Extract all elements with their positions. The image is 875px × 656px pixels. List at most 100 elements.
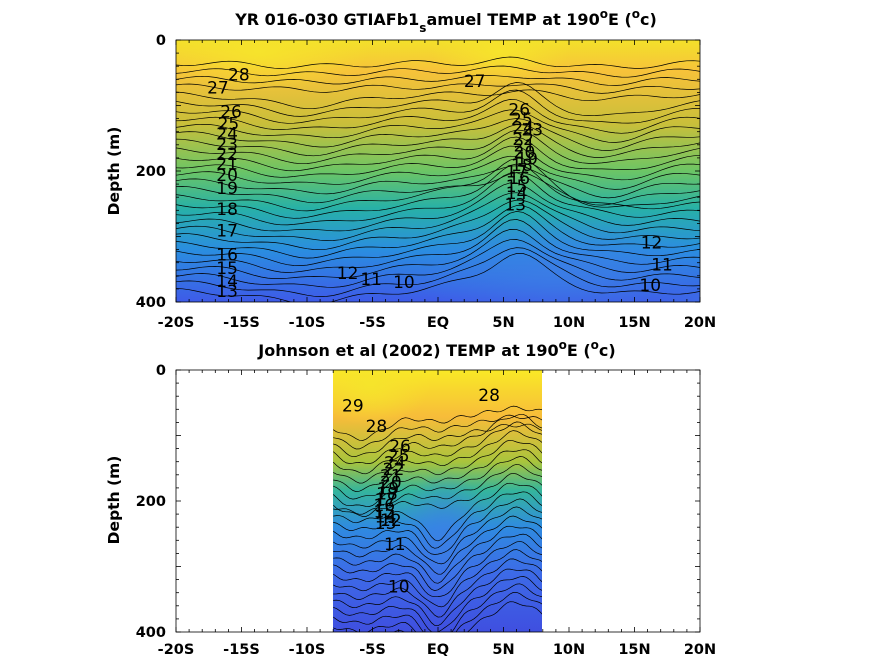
contour-line bbox=[176, 165, 700, 199]
contour-line bbox=[176, 155, 700, 190]
contour-label: 11 bbox=[384, 535, 406, 555]
contour-line bbox=[333, 525, 542, 584]
contour-label: 13 bbox=[504, 195, 526, 215]
x-tick-label: -20S bbox=[158, 642, 195, 656]
contour-label: 24 bbox=[384, 453, 406, 473]
contour-label: 11 bbox=[651, 256, 673, 276]
contour-line bbox=[176, 199, 700, 251]
x-tick-label: -5S bbox=[359, 315, 386, 331]
contour-lines bbox=[333, 405, 542, 632]
contour-label: 16 bbox=[216, 246, 238, 266]
contour-line bbox=[333, 558, 542, 618]
contour-label: 22 bbox=[383, 460, 405, 480]
contour-line bbox=[333, 414, 542, 450]
contour-line bbox=[176, 239, 700, 288]
warm-pool bbox=[333, 370, 430, 425]
contour-label: 22 bbox=[216, 145, 238, 165]
contour-label: 17 bbox=[216, 222, 238, 242]
contour-line bbox=[176, 157, 700, 212]
x-tick-label: 15N bbox=[618, 642, 650, 656]
contour-line bbox=[176, 109, 700, 143]
x-tick-label: -15S bbox=[223, 315, 260, 331]
contour-line bbox=[176, 118, 700, 151]
contour-label: 21 bbox=[514, 136, 536, 156]
contour-label: 12 bbox=[641, 233, 663, 253]
contour-label: 13 bbox=[216, 282, 238, 302]
contour-label: 16 bbox=[508, 169, 530, 189]
contour-label: 21 bbox=[380, 466, 402, 486]
contour-label: 18 bbox=[376, 485, 398, 505]
contour-label: 15 bbox=[506, 177, 528, 197]
contour-line bbox=[333, 515, 542, 575]
contour-line bbox=[333, 549, 542, 608]
contour-line bbox=[333, 568, 542, 627]
warm-pool bbox=[430, 40, 570, 86]
contour-line bbox=[176, 56, 700, 69]
x-tick-label: -20S bbox=[158, 315, 195, 331]
contour-label: 24 bbox=[216, 125, 238, 145]
contour-line bbox=[176, 182, 700, 232]
contour-label: 17 bbox=[506, 163, 528, 183]
contour-label: 29 bbox=[342, 396, 364, 416]
contour-label: 28 bbox=[478, 386, 500, 406]
contour-line bbox=[333, 540, 542, 598]
contour-label: 20 bbox=[514, 143, 536, 163]
contour-label: 21 bbox=[216, 155, 238, 175]
y-axis-label: Depth (m) bbox=[105, 127, 123, 216]
x-tick-label: 15N bbox=[618, 315, 650, 331]
thermocline-dome bbox=[648, 281, 700, 302]
panel-top: YR 016-030 GTIAFb1samuel TEMP at 190oE (… bbox=[105, 7, 716, 331]
contour-label: 23 bbox=[216, 135, 238, 155]
contour-label: 19 bbox=[216, 179, 238, 199]
contour-label: 10 bbox=[388, 578, 410, 598]
contour-line bbox=[333, 439, 542, 492]
contour-line bbox=[176, 163, 700, 219]
contour-line bbox=[333, 413, 542, 464]
y-tick-label: 200 bbox=[136, 494, 166, 510]
contour-label: 24 bbox=[512, 119, 534, 139]
x-tick-label: EQ bbox=[427, 642, 449, 656]
x-tick-label: 10N bbox=[553, 315, 585, 331]
contour-label: 15 bbox=[216, 259, 238, 279]
contour-label: 10 bbox=[393, 273, 415, 293]
contour-line bbox=[333, 498, 542, 555]
contour-label: 25 bbox=[511, 110, 533, 130]
contour-label: 17 bbox=[375, 491, 397, 511]
contour-line bbox=[176, 145, 700, 181]
contour-line bbox=[333, 583, 542, 632]
contour-line bbox=[333, 421, 542, 475]
contour-label: 26 bbox=[389, 437, 411, 457]
contour-line bbox=[333, 423, 542, 458]
x-tick-label: 20N bbox=[684, 315, 716, 331]
axis-ticks: -20S -15S -10S -5S EQ 5N 10N 15N 20N 0 200 400 bbox=[136, 363, 716, 656]
x-tick-label: 5N bbox=[492, 642, 514, 656]
contour-line bbox=[333, 506, 542, 565]
x-tick-label: -10S bbox=[289, 315, 326, 331]
contour-line bbox=[176, 136, 700, 172]
axis-ticks: -20S -15S -10S -5S EQ 5N 10N 15N 20N 0 200 400 bbox=[136, 33, 716, 331]
x-tick-label: -10S bbox=[289, 642, 326, 656]
y-tick-label: 0 bbox=[156, 33, 166, 49]
contour-label: 18 bbox=[511, 156, 533, 176]
contour-label: 25 bbox=[218, 115, 240, 135]
contour-label: 11 bbox=[360, 270, 382, 290]
contour-label: 23 bbox=[521, 121, 543, 141]
contour-label: 28 bbox=[228, 66, 250, 86]
contour-line bbox=[333, 405, 542, 441]
contour-line bbox=[176, 205, 700, 259]
y-tick-label: 400 bbox=[136, 625, 166, 641]
contour-line bbox=[176, 74, 700, 86]
x-tick-label: 10N bbox=[553, 642, 585, 656]
contour-line bbox=[333, 576, 542, 632]
contour-line bbox=[176, 89, 700, 124]
contour-line bbox=[176, 99, 700, 134]
contour-label: 15 bbox=[373, 502, 395, 522]
y-tick-label: 0 bbox=[156, 363, 166, 379]
contour-label: 14 bbox=[506, 184, 528, 204]
contour-line bbox=[333, 491, 542, 549]
contour-line bbox=[176, 89, 700, 110]
contour-line bbox=[333, 463, 542, 517]
contour-label: 14 bbox=[216, 272, 238, 292]
